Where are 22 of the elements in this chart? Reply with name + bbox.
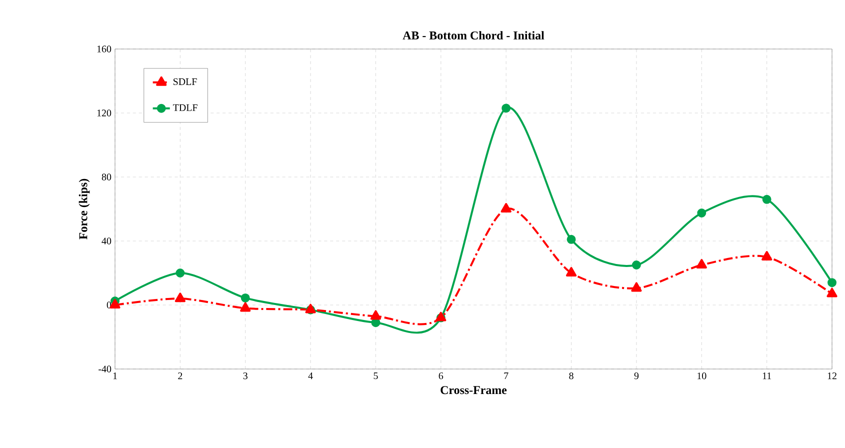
x-tick-label: 10 [698,372,706,380]
y-tick-label: 80 [102,174,112,180]
x-tick-label: 2 [178,372,182,380]
x-tick-label: 6 [438,372,444,380]
legend-label: TDLF [173,104,198,111]
legend-label: SDLF [174,78,197,86]
chart-title: AB - Bottom Chord - Initial [402,31,544,40]
x-tick-label: 7 [504,372,508,380]
x-tick-label: 9 [634,372,639,380]
y-tick-label: -40 [98,366,112,372]
y-tick-label: 120 [97,110,112,116]
y-tick-label: 40 [102,238,112,244]
x-tick-label: 4 [308,372,313,380]
y-tick-label: 160 [97,46,112,52]
y-axis-title: Force (kips) [78,178,90,240]
x-axis-title: Cross-Frame [440,386,507,394]
x-tick-label: 5 [374,372,378,380]
x-tick-label: 11 [762,372,772,380]
x-tick-label: 8 [569,372,574,380]
x-tick-label: 12 [828,372,836,380]
x-tick-label: 1 [113,372,117,380]
x-tick-label: 3 [243,372,248,380]
